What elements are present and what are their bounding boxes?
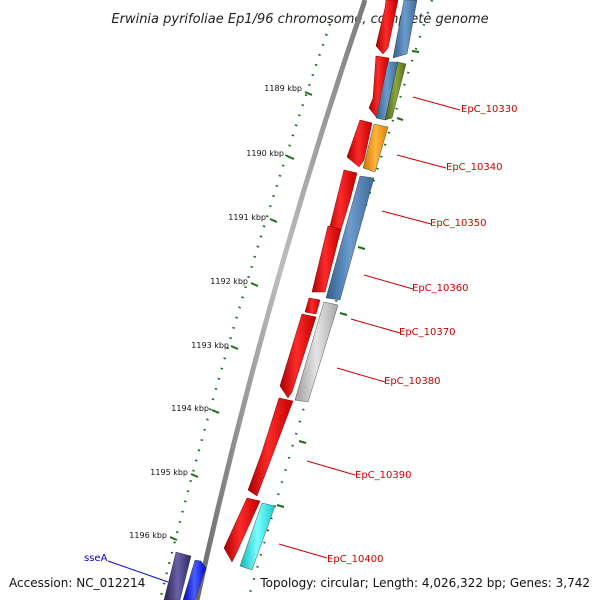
feature-callout: [107, 560, 169, 583]
gene-label: EpC_10340: [446, 162, 502, 173]
navy-gene-arrow: [163, 551, 192, 600]
tick-1193: [230, 345, 239, 350]
forward-strand-genes: [223, 0, 399, 563]
gene-label: EpC_10380: [384, 376, 440, 387]
red-gene-arrow: [375, 0, 399, 55]
gene-label: EpC_10390: [355, 470, 411, 481]
gene-labels: EpC_10330 EpC_10340 EpC_10350 EpC_10360 …: [327, 104, 517, 565]
reverse-strand-genes: [163, 0, 418, 600]
genome-summary-text: Topology: circular; Length: 4,026,322 bp…: [259, 576, 590, 590]
gene-label: EpC_10360: [412, 283, 468, 294]
tick-1191: [269, 218, 278, 223]
cyan-gene-arrow: [239, 502, 276, 571]
tick-1196: [169, 536, 178, 541]
accession-text: Accession: NC_012214: [9, 576, 145, 590]
kbp-label: 1192 kbp: [210, 277, 248, 286]
kbp-label: 1190 kbp: [246, 149, 284, 158]
blue-gene-arrow: [182, 559, 207, 600]
kbp-label: 1194 kbp: [171, 404, 209, 413]
red-gene-arrow: [304, 297, 321, 315]
inner-track-ticks: [276, 50, 420, 508]
gene-label: EpC_10330: [461, 104, 517, 115]
steel-gene-arrow: [325, 175, 375, 301]
map-title: Erwinia pyrifoliae Ep1/96 chromosome, co…: [111, 12, 488, 27]
red-gene-arrow: [279, 313, 317, 399]
gene-label: EpC_10370: [399, 327, 455, 338]
red-gene-arrow: [247, 397, 294, 497]
feature-label: sseA: [84, 553, 108, 564]
red-gene-arrow: [223, 497, 261, 563]
kbp-label: 1193 kbp: [191, 341, 229, 350]
kbp-ticks: [169, 91, 313, 541]
orange-gene-arrow: [362, 123, 389, 173]
tick-1192: [250, 282, 259, 287]
gray-gene-arrow: [294, 301, 339, 403]
chromosome-backbone: [194, 0, 368, 600]
gene-label: EpC_10400: [327, 554, 383, 565]
tick-1189: [304, 91, 313, 96]
olive-gene-arrow: [384, 61, 407, 121]
kbp-labels: 1189 kbp 1190 kbp 1191 kbp 1192 kbp 1193…: [129, 84, 302, 540]
kbp-label: 1189 kbp: [264, 84, 302, 93]
tick-1195: [190, 473, 199, 478]
kbp-label: 1195 kbp: [150, 468, 188, 477]
gene-callouts: [278, 96, 461, 559]
kbp-label: 1191 kbp: [228, 213, 266, 222]
steel-gene-arrow: [392, 0, 418, 59]
tick-1194: [211, 409, 220, 414]
gene-label: EpC_10350: [430, 218, 486, 229]
kbp-label: 1196 kbp: [129, 531, 167, 540]
red-gene-arrow: [346, 119, 373, 168]
red-gene-arrow: [311, 225, 342, 293]
tick-1190: [286, 155, 295, 160]
